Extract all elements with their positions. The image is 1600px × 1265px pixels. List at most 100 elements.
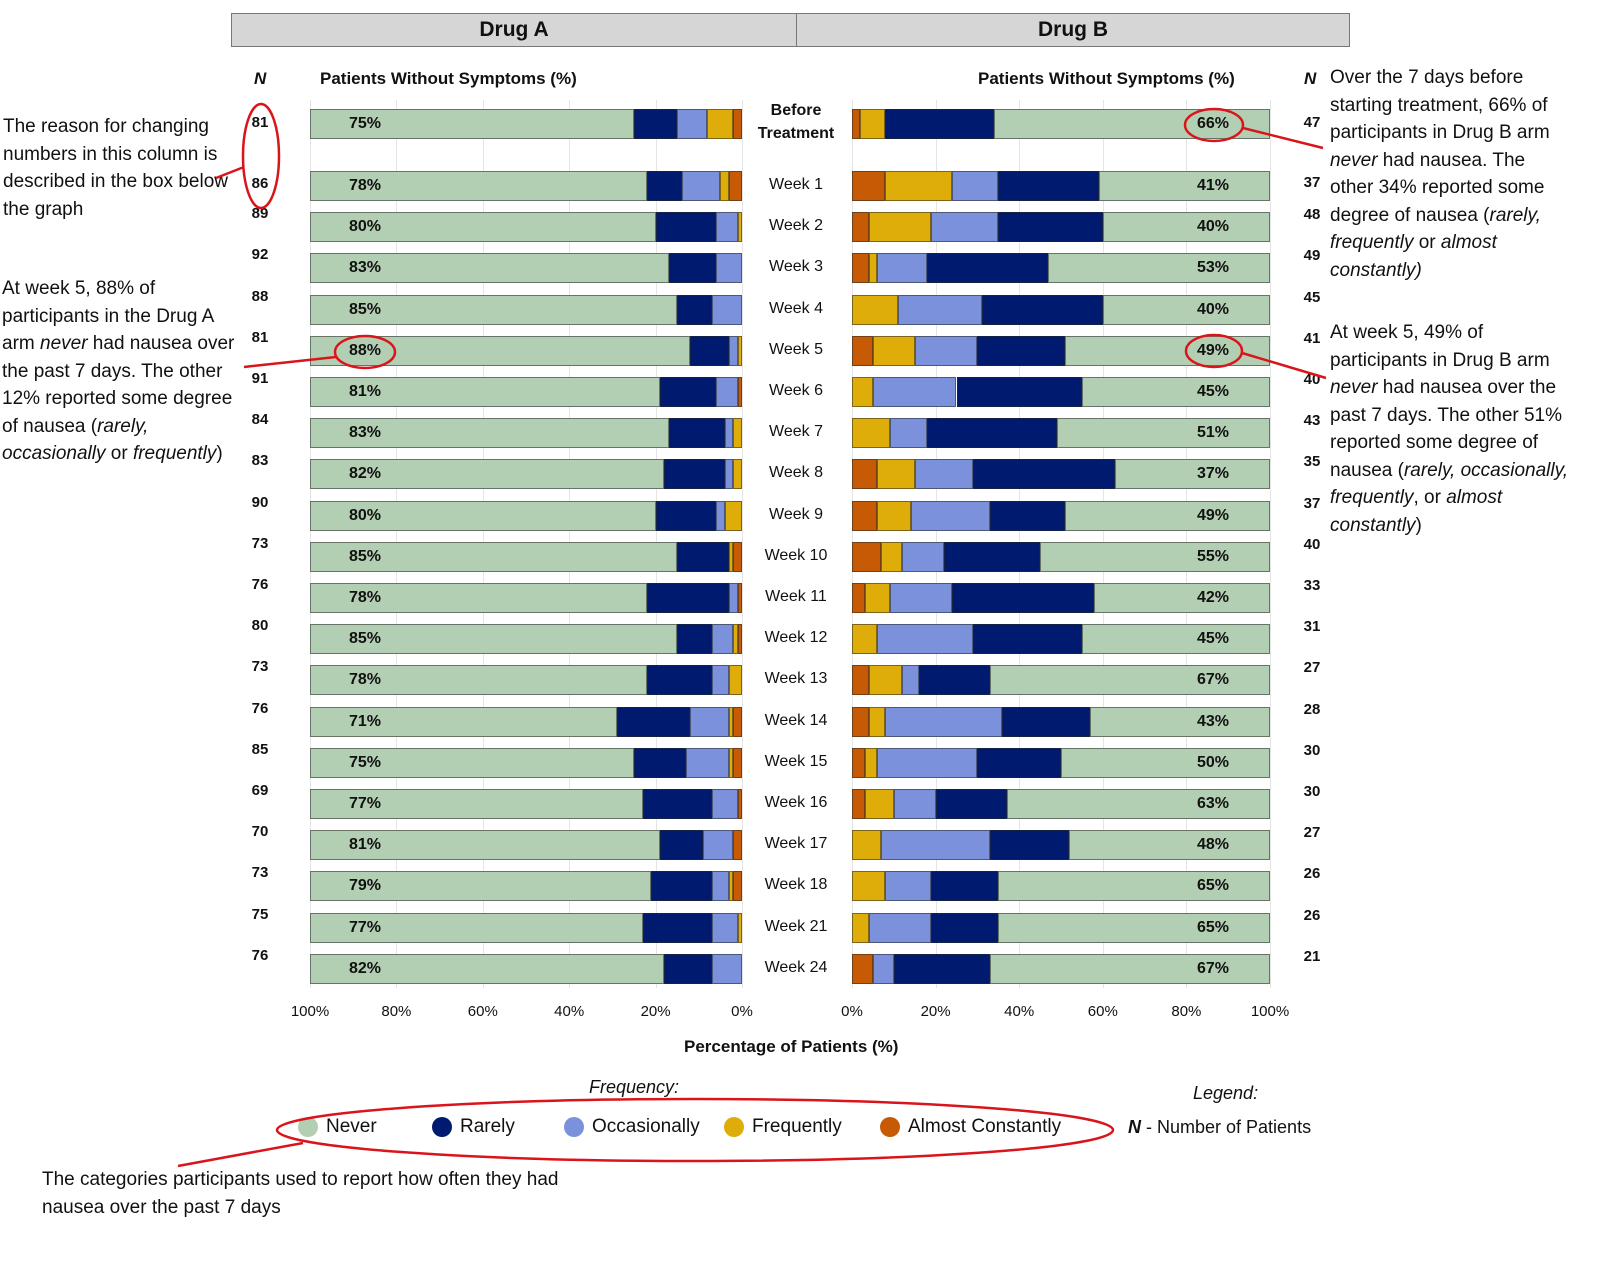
drug-a-n-value: 73	[251, 864, 269, 882]
drug-b-bar-segment-rarely	[956, 377, 1082, 407]
drug-b-bar-segment-frequently	[852, 830, 882, 861]
drug-a-bar-segment-almost-constantly	[737, 789, 742, 819]
drug-b-bar-segment-rarely	[981, 294, 1103, 325]
drug-b-bar-segment-occasionally	[885, 871, 932, 902]
drug-a-bar-segment-rarely	[690, 335, 730, 366]
drug-a-bar-segment-occasionally	[685, 747, 730, 778]
drug-a-bar-segment-never	[310, 541, 678, 572]
drug-b-n-value: 37	[1303, 494, 1321, 512]
drug-a-bar-segment-occasionally	[716, 212, 738, 243]
drug-b-bar-segment-frequently	[881, 541, 903, 572]
legend-label: Frequently	[752, 1116, 842, 1137]
legend-pointer-line	[177, 1141, 304, 1168]
drug-a-bar-segment-frequently	[733, 418, 742, 449]
drug-b-bar-segment-frequently	[868, 665, 903, 696]
drug-b-title: Drug B	[1038, 18, 1108, 41]
drug-b-never-label: 43%	[1197, 712, 1230, 730]
drug-a-never-label: 81%	[349, 836, 382, 854]
drug-a-never-label: 71%	[349, 712, 382, 730]
drug-a-bar-segment-almost-constantly	[733, 109, 742, 139]
drug-a-bar-segment-occasionally	[690, 706, 730, 737]
row-label: Week 24	[764, 958, 828, 976]
drug-a-never-label: 82%	[349, 465, 382, 483]
drug-b-never-label: 53%	[1197, 259, 1230, 277]
drug-a-never-label: 78%	[349, 589, 382, 606]
row-label: Week 4	[769, 299, 823, 317]
drug-a-bar-segment-almost-constantly	[733, 871, 742, 902]
drug-b-bar-segment-occasionally	[877, 253, 928, 284]
drug-a-bar-segment-occasionally	[716, 377, 738, 407]
drug-b-bar-segment-never	[1069, 830, 1270, 861]
drug-b-n-value: 47	[1303, 114, 1321, 131]
drug-b-never-label: 51%	[1197, 424, 1230, 442]
drug-b-bar-segment-occasionally	[877, 624, 974, 655]
drug-a-bar-segment-frequently	[737, 212, 742, 243]
drug-a-bar-segment-never	[310, 459, 665, 490]
drug-b-n-value: 37	[1303, 174, 1321, 191]
drug-a-bar-segment-rarely	[668, 418, 725, 449]
drug-a-bar-segment-occasionally	[724, 459, 734, 490]
drug-a-n-value: 86	[251, 175, 269, 192]
drug-b-bar-segment-rarely	[927, 253, 1049, 284]
drug-b-never-label: 66%	[1197, 115, 1230, 132]
legend-item-never: Never	[298, 1116, 377, 1138]
drug-b-n-value: 31	[1303, 618, 1321, 636]
drug-a-n-value: 81	[251, 328, 269, 346]
drug-b-bar-segment-almost-constantly	[852, 109, 861, 139]
legend-item-rarely: Rarely	[432, 1116, 515, 1138]
drug-b-bar-segment-never	[1081, 377, 1270, 407]
drug-a-n-value: 83	[251, 452, 269, 470]
drug-b-bar-segment-rarely	[998, 171, 1099, 201]
drug-b-bar-segment-occasionally	[910, 500, 990, 531]
annotation-emphasis: never	[40, 333, 88, 354]
row-label: Week 21	[764, 917, 828, 935]
drug-a-never-label: 85%	[349, 547, 382, 565]
drug-a-bar-segment-almost-constantly	[733, 541, 742, 572]
x-tick-label-right: 0%	[841, 1003, 863, 1020]
legend-key-text: - Number of Patients	[1141, 1117, 1312, 1137]
drug-a-bar-segment-frequently	[729, 706, 734, 737]
drug-b-bar-segment-never	[1090, 706, 1270, 737]
drug-b-bar-segment-frequently	[877, 459, 915, 490]
drug-a-bar-segment-frequently	[724, 500, 742, 531]
drug-a-bar-segment-never	[310, 418, 669, 449]
row-label-line: Before	[770, 102, 822, 119]
drug-a-bar-segment-occasionally	[703, 830, 734, 861]
drug-a-bar-segment-never	[310, 294, 678, 325]
column-header-left: Patients Without Symptoms (%)	[320, 69, 577, 88]
drug-b-bar-segment-never	[1061, 747, 1270, 778]
legend-item-frequently: Frequently	[724, 1116, 842, 1138]
drug-a-bar-segment-rarely	[664, 459, 725, 490]
drug-a-bar-segment-occasionally	[716, 253, 742, 284]
drug-a-bar-segment-never	[310, 665, 647, 696]
drug-a-never-label: 83%	[349, 259, 382, 277]
drug-a-bar-segment-never	[310, 171, 647, 201]
drug-b-never-label: 48%	[1197, 836, 1230, 854]
drug-a-bar-segment-frequently	[737, 335, 742, 366]
legend-swatch-icon	[432, 1117, 452, 1137]
row-label: Week 16	[764, 794, 828, 811]
drug-b-bar-segment-almost-constantly	[852, 583, 865, 613]
drug-a-n-value: 90	[251, 493, 269, 511]
drug-b-bar-segment-almost-constantly	[852, 953, 873, 984]
drug-b-bar-segment-rarely	[1002, 706, 1091, 737]
drug-b-never-label: 67%	[1197, 959, 1230, 977]
x-tick-label-right: 60%	[1087, 1003, 1118, 1020]
drug-b-bar-segment-occasionally	[889, 418, 928, 449]
x-tick-label-left: 0%	[731, 1003, 753, 1020]
drug-b-bar-segment-frequently	[877, 500, 911, 531]
drug-b-bar-segment-frequently	[852, 377, 873, 407]
drug-b-bar-segment-never	[1006, 789, 1270, 819]
drug-a-bar-segment-almost-constantly	[733, 747, 742, 778]
drug-b-n-value: 49	[1303, 247, 1321, 265]
drug-a-bar-segment-frequently	[707, 109, 734, 139]
annotation-emphasis: frequently	[132, 443, 217, 464]
drug-b-bar-segment-almost-constantly	[852, 212, 869, 243]
annotation-text: At week 5, 49% of participants in Drug B…	[1330, 322, 1550, 371]
annotation-n-column: The reason for changing numbers in this …	[3, 113, 228, 223]
row-label: Week 15	[764, 752, 828, 770]
drug-a-bar-segment-rarely	[677, 624, 712, 655]
drug-a-bar-segment-rarely	[677, 541, 730, 572]
drug-a-bar-segment-rarely	[616, 706, 691, 737]
x-tick-label-left: 100%	[290, 1003, 330, 1020]
